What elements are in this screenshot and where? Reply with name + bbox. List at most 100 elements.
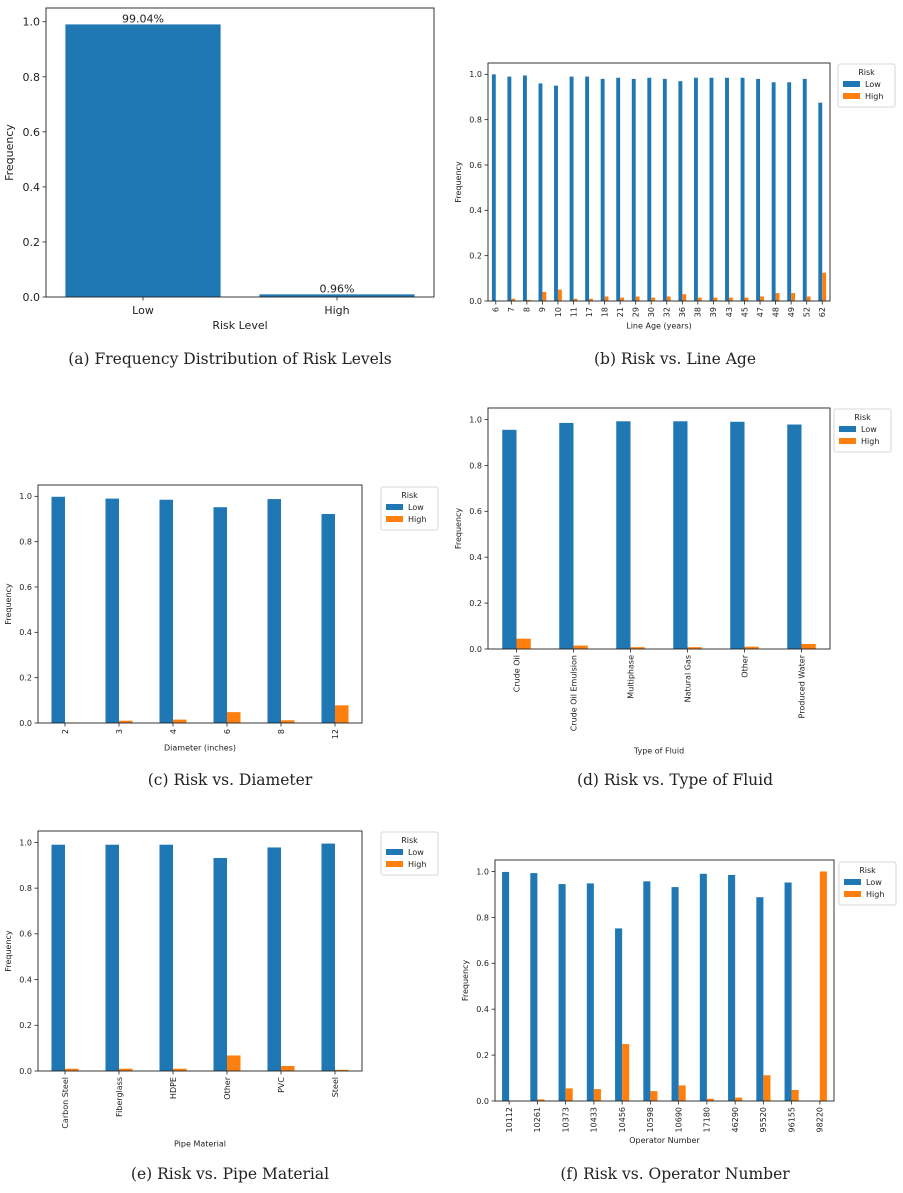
x-tick-label: Multiphase: [626, 655, 635, 699]
x-tick-label: 6: [492, 307, 501, 312]
bar-high-2: [173, 719, 187, 723]
legend-title: Risk: [859, 866, 876, 875]
bar-low-15: [725, 77, 729, 301]
x-tick-label: 11: [569, 307, 578, 317]
x-tick-label: 4: [169, 729, 178, 734]
x-axis-label: Type of Fluid: [633, 746, 684, 755]
bar-high-10: [791, 1089, 799, 1101]
y-tick-label: 0.4: [19, 628, 32, 637]
caption-e: (e) Risk vs. Pipe Material: [130, 1165, 330, 1183]
y-tick-label: 1.0: [23, 16, 41, 29]
y-tick-label: 0.4: [23, 181, 41, 194]
bar-high-5: [335, 1069, 349, 1071]
bar-low-7: [600, 78, 605, 301]
bar-high-19: [791, 293, 796, 301]
y-tick-label: 0.0: [469, 297, 482, 306]
bar-low-9: [756, 897, 764, 1101]
x-tick-label: Produced Water: [797, 654, 806, 718]
axes-frame: [37, 830, 363, 1072]
bar-low-0: [502, 429, 517, 649]
bar-low-20: [802, 78, 807, 301]
bar-high-8: [620, 297, 625, 301]
bar-low-1: [507, 76, 512, 301]
bar-high-9: [763, 1075, 771, 1101]
y-tick-label: 0.0: [476, 1097, 489, 1106]
x-tick-label: 17: [585, 307, 594, 317]
x-tick-label: 62: [818, 307, 827, 317]
bar-low-11: [662, 78, 667, 301]
y-tick-label: 0.2: [23, 236, 41, 249]
x-tick-label: 3: [115, 729, 124, 734]
x-tick-label: Natural Gas: [683, 655, 692, 702]
bar-low-21: [818, 102, 823, 301]
y-tick-label: 1.0: [469, 70, 482, 79]
x-tick-label: 10261: [533, 1107, 542, 1132]
y-tick-label: 1.0: [19, 838, 32, 847]
bar-low-1: [105, 498, 119, 723]
caption-b: (b) Risk vs. Line Age: [593, 350, 757, 368]
x-tick-label: HDPE: [169, 1077, 178, 1099]
legend-swatch-low: [386, 849, 403, 855]
x-tick-label: 7: [507, 307, 516, 312]
caption-c: (c) Risk vs. Diameter: [147, 771, 313, 789]
bar-low-4: [615, 928, 623, 1101]
y-axis-label: Frequency: [4, 930, 13, 972]
bar-high-5: [335, 705, 349, 723]
bar-high-4: [744, 646, 759, 649]
bar-low-4: [267, 499, 281, 723]
bar-low-13: [693, 77, 698, 301]
legend-label-high: High: [408, 860, 426, 869]
bar-high-2: [526, 299, 531, 301]
legend-label-low: Low: [866, 878, 882, 887]
bar-high-2: [565, 1088, 573, 1101]
bar-high-8: [735, 1097, 743, 1101]
bar-low-2: [616, 421, 631, 649]
bar-high-1: [119, 720, 133, 723]
legend-label-low: Low: [861, 425, 877, 434]
bar-high-4: [281, 720, 295, 723]
data-label-low: 99.04%: [122, 12, 164, 25]
legend-label-low: Low: [408, 848, 424, 857]
legend-swatch-high: [839, 438, 856, 444]
legend: Risk Low High: [380, 831, 439, 876]
bar-low-10: [647, 77, 652, 301]
bar-low-9: [631, 78, 636, 301]
y-tick-label: 0.0: [23, 291, 41, 304]
bar-high-12: [682, 294, 687, 301]
x-tick-label: High: [324, 304, 349, 317]
x-tick-label: 43: [725, 307, 734, 317]
legend-swatch-low: [844, 879, 861, 885]
bar-high-1: [573, 645, 588, 649]
x-axis-label: Risk Level: [212, 319, 267, 332]
bar-high-1: [537, 1099, 545, 1101]
axes-frame: [37, 484, 363, 724]
y-tick-label: 0.8: [476, 913, 489, 922]
bar-high-3: [227, 1055, 241, 1071]
bar-high-5: [650, 1091, 658, 1101]
bar-high-3: [687, 647, 702, 649]
bar-high-6: [678, 1085, 686, 1101]
bar-high-21: [822, 272, 827, 301]
y-tick-label: 0.0: [469, 645, 482, 654]
x-tick-label: 45: [740, 307, 749, 317]
x-tick-label: 10: [554, 307, 563, 317]
x-tick-label: 10112: [505, 1107, 514, 1132]
bar-low-1: [559, 422, 574, 649]
bar-low-17: [756, 78, 761, 301]
bar-high-5: [801, 643, 816, 649]
x-tick-label: Other: [223, 1076, 232, 1099]
axes-frame: [45, 7, 435, 298]
bar-low-5: [321, 514, 335, 723]
legend-title: Risk: [854, 413, 871, 422]
bar-low-5: [569, 76, 574, 301]
y-tick-label: 0.6: [469, 507, 482, 516]
y-tick-label: 0.0: [19, 1067, 32, 1076]
bar-high-17: [760, 296, 764, 301]
bar-high-15: [728, 297, 733, 301]
bar-low-18: [771, 82, 776, 301]
chart-b-risk-vs-line-age: 0.0 0.2 0.4 0.6 0.8 1.0 6 7 8 9 10 11 17 18 21 29 30 32 36…: [454, 62, 896, 331]
x-tick-label: 8: [523, 307, 532, 312]
y-tick-label: 0.0: [19, 719, 32, 728]
bar-high-4: [281, 1065, 295, 1071]
x-tick-label: 18: [600, 307, 609, 317]
